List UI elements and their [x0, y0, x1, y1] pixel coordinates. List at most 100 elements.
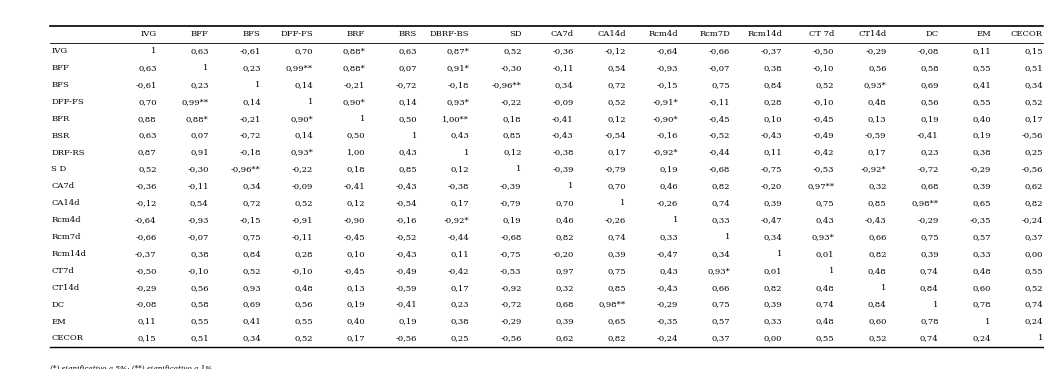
Text: -0,29: -0,29 — [135, 284, 157, 292]
Text: -0,75: -0,75 — [761, 165, 782, 173]
Text: 0,19: 0,19 — [972, 132, 991, 139]
Text: -0,45: -0,45 — [343, 267, 365, 275]
Text: 1,00**: 1,00** — [443, 115, 470, 123]
Text: -0,38: -0,38 — [448, 182, 470, 190]
Text: -0,12: -0,12 — [604, 47, 625, 55]
Text: -0,72: -0,72 — [239, 132, 261, 139]
Text: 0,60: 0,60 — [972, 284, 991, 292]
Text: 1: 1 — [620, 199, 625, 207]
Text: 1: 1 — [308, 98, 313, 106]
Text: 0,75: 0,75 — [242, 233, 261, 241]
Text: -0,37: -0,37 — [135, 250, 157, 258]
Text: -0,47: -0,47 — [657, 250, 678, 258]
Text: -0,45: -0,45 — [813, 115, 834, 123]
Text: -0,42: -0,42 — [813, 149, 834, 156]
Text: 0,82: 0,82 — [1024, 199, 1043, 207]
Text: 0,19: 0,19 — [399, 317, 418, 325]
Text: 0,19: 0,19 — [920, 115, 939, 123]
Text: 0,32: 0,32 — [555, 284, 574, 292]
Text: 0,52: 0,52 — [1024, 98, 1043, 106]
Text: 0,38: 0,38 — [972, 149, 991, 156]
Text: 0,34: 0,34 — [555, 81, 574, 89]
Text: 0,93*: 0,93* — [811, 233, 834, 241]
Text: 0,56: 0,56 — [294, 301, 313, 308]
Text: 0,82: 0,82 — [608, 334, 625, 342]
Text: BFR: BFR — [51, 115, 69, 123]
Text: BFS: BFS — [51, 81, 69, 89]
Text: CA7d: CA7d — [550, 30, 574, 38]
Text: 0,17: 0,17 — [608, 149, 625, 156]
Text: BRS: BRS — [399, 30, 418, 38]
Text: 0,85: 0,85 — [503, 132, 522, 139]
Text: -0,79: -0,79 — [604, 165, 625, 173]
Text: -0,12: -0,12 — [135, 199, 157, 207]
Text: 0,43: 0,43 — [659, 267, 678, 275]
Text: 0,84: 0,84 — [763, 81, 782, 89]
Text: 0,82: 0,82 — [712, 182, 730, 190]
Text: 1: 1 — [568, 182, 574, 190]
Text: -0,11: -0,11 — [709, 98, 730, 106]
Text: -0,15: -0,15 — [239, 216, 261, 224]
Text: -0,49: -0,49 — [396, 267, 418, 275]
Text: 0,88*: 0,88* — [342, 47, 365, 55]
Text: 0,18: 0,18 — [347, 165, 365, 173]
Text: 0,14: 0,14 — [294, 132, 313, 139]
Text: 0,63: 0,63 — [399, 47, 418, 55]
Text: DRF-RS: DRF-RS — [51, 149, 85, 156]
Text: 0,74: 0,74 — [920, 267, 939, 275]
Text: -0,21: -0,21 — [239, 115, 261, 123]
Text: 0,85: 0,85 — [608, 284, 625, 292]
Text: -0,92*: -0,92* — [444, 216, 470, 224]
Text: 0,65: 0,65 — [972, 199, 991, 207]
Text: -0,45: -0,45 — [343, 233, 365, 241]
Text: 0,43: 0,43 — [451, 132, 470, 139]
Text: 1: 1 — [829, 267, 834, 275]
Text: 0,17: 0,17 — [347, 334, 365, 342]
Text: -0,92*: -0,92* — [652, 149, 678, 156]
Text: 0,41: 0,41 — [242, 317, 261, 325]
Text: 0,00: 0,00 — [764, 334, 782, 342]
Text: 0,52: 0,52 — [503, 47, 522, 55]
Text: -0,92*: -0,92* — [861, 165, 886, 173]
Text: 0,48: 0,48 — [815, 317, 834, 325]
Text: 0,23: 0,23 — [920, 149, 939, 156]
Text: CT14d: CT14d — [51, 284, 79, 292]
Text: -0,29: -0,29 — [970, 165, 991, 173]
Text: -0,36: -0,36 — [135, 182, 157, 190]
Text: 0,93: 0,93 — [242, 284, 261, 292]
Text: -0,07: -0,07 — [709, 64, 730, 72]
Text: BFF: BFF — [51, 64, 69, 72]
Text: -0,30: -0,30 — [500, 64, 522, 72]
Text: 0,40: 0,40 — [972, 115, 991, 123]
Text: 0,55: 0,55 — [294, 317, 313, 325]
Text: -0,52: -0,52 — [709, 132, 730, 139]
Text: 0,98**: 0,98** — [598, 301, 625, 308]
Text: -0,20: -0,20 — [552, 250, 574, 258]
Text: -0,24: -0,24 — [657, 334, 678, 342]
Text: 0,11: 0,11 — [972, 47, 991, 55]
Text: 0,70: 0,70 — [294, 47, 313, 55]
Text: 0,12: 0,12 — [451, 165, 470, 173]
Text: -0,66: -0,66 — [136, 233, 157, 241]
Text: -0,56: -0,56 — [500, 334, 522, 342]
Text: 1: 1 — [516, 165, 522, 173]
Text: -0,08: -0,08 — [918, 47, 939, 55]
Text: 0,17: 0,17 — [868, 149, 886, 156]
Text: -0,29: -0,29 — [500, 317, 522, 325]
Text: -0,42: -0,42 — [448, 267, 470, 275]
Text: Rcm14d: Rcm14d — [51, 250, 87, 258]
Text: -0,09: -0,09 — [291, 182, 313, 190]
Text: 0,62: 0,62 — [1024, 182, 1043, 190]
Text: EM: EM — [976, 30, 991, 38]
Text: 0,66: 0,66 — [869, 233, 886, 241]
Text: 0,11: 0,11 — [451, 250, 470, 258]
Text: 0,23: 0,23 — [451, 301, 470, 308]
Text: -0,66: -0,66 — [709, 47, 730, 55]
Text: 0,14: 0,14 — [294, 81, 313, 89]
Text: -0,56: -0,56 — [396, 334, 418, 342]
Text: -0,59: -0,59 — [865, 132, 886, 139]
Text: 0,97**: 0,97** — [807, 182, 834, 190]
Text: -0,43: -0,43 — [657, 284, 678, 292]
Text: 0,34: 0,34 — [763, 233, 782, 241]
Text: 1: 1 — [256, 81, 261, 89]
